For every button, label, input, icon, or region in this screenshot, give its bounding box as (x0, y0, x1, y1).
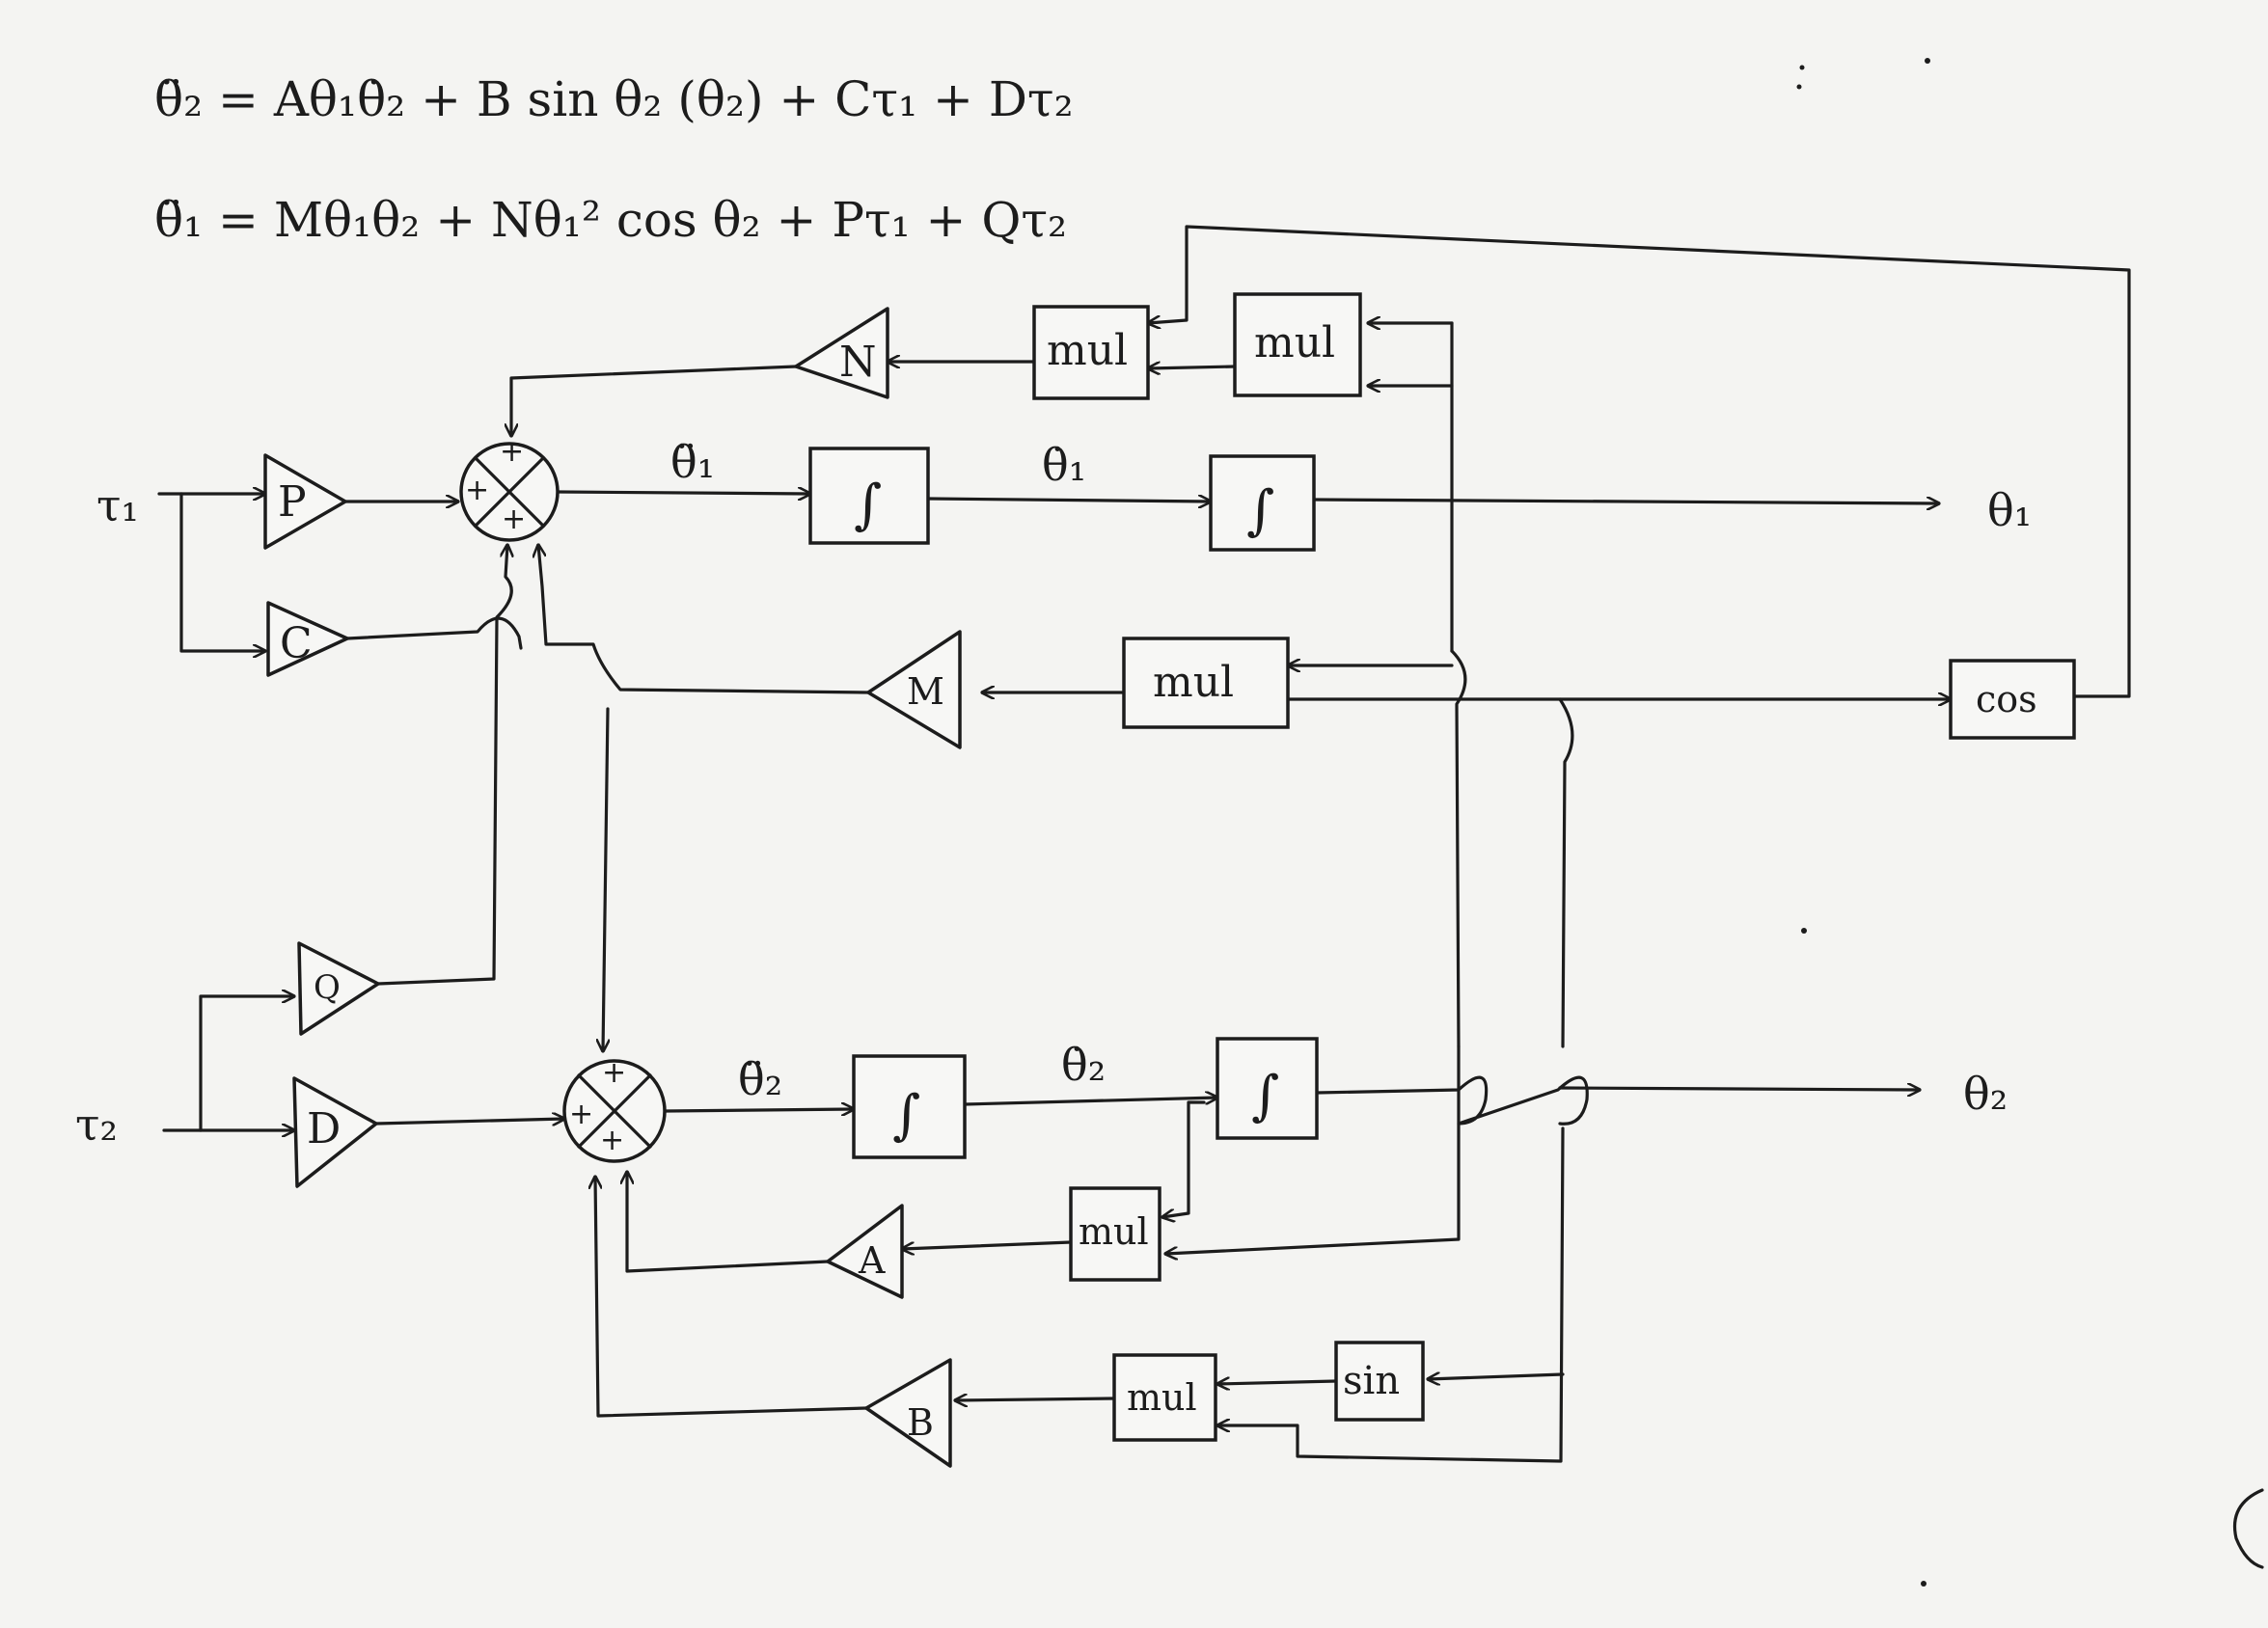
integrator-2-symbol: ∫ (1246, 479, 1274, 542)
cos-block: cos (1949, 659, 2076, 740)
label-theta2-ddot: θ̈₂ (738, 1053, 782, 1105)
label-theta1-ddot: θ̈₁ (670, 436, 715, 488)
mul-block-a-path: mul (1069, 1186, 1161, 1282)
label-theta1-output: θ₁ (1987, 484, 2032, 536)
label-tau2: τ₂ (75, 1099, 118, 1151)
sum2-sign-left: + (569, 1098, 593, 1131)
gain-D-label: D (307, 1104, 341, 1153)
mul-block-n-path: mul (1032, 305, 1150, 400)
sum-junction-theta1: + + + (459, 435, 560, 542)
sum1-sign-bottom: + (502, 502, 526, 536)
mul-block-m-path: mul (1122, 637, 1290, 729)
gain-B: B (864, 1358, 952, 1468)
gain-N: N (794, 307, 889, 399)
mul-b-label: mul (1127, 1376, 1197, 1419)
gain-P: P (263, 453, 347, 550)
gain-D: D (292, 1076, 378, 1188)
mul-block-theta1-squared: mul (1233, 292, 1362, 397)
sum2-sign-top: + (602, 1056, 626, 1090)
sum1-sign-top: + (500, 435, 524, 469)
gain-A-label: A (858, 1239, 886, 1282)
label-theta2-dot: θ̇₂ (1061, 1039, 1106, 1091)
mul-block-b-path: mul (1112, 1353, 1217, 1442)
integrator-theta1: ∫ (1209, 454, 1316, 552)
sum-junction-theta2: + + + (562, 1056, 667, 1163)
integrator-1-symbol: ∫ (854, 474, 882, 536)
sum1-sign-left: + (465, 474, 489, 507)
gain-Q-label: Q (314, 968, 341, 1007)
integrator-3-symbol: ∫ (892, 1084, 920, 1147)
gain-B-label: B (907, 1401, 934, 1444)
label-tau1: τ₁ (96, 479, 139, 531)
integrator-theta1-dot: ∫ (808, 447, 930, 545)
gain-Q: Q (297, 941, 380, 1036)
cos-label: cos (1976, 678, 2037, 720)
mul-m-label: mul (1153, 658, 1234, 707)
integrator-4-symbol: ∫ (1251, 1065, 1279, 1127)
equation-theta1-ddot: θ̈₁ = Mθ₁θ₂ + Nθ₁² cos θ₂ + Pτ₁ + Qτ₂ (154, 192, 1067, 248)
wires (157, 225, 2131, 1463)
gain-N-label: N (839, 338, 877, 387)
label-theta2-output: θ₂ (1963, 1068, 2008, 1120)
integrator-theta2-dot: ∫ (852, 1054, 967, 1159)
gain-M: M (866, 630, 962, 749)
mul-a-label: mul (1079, 1210, 1149, 1253)
label-theta1-dot: θ̇₁ (1042, 439, 1086, 491)
gain-C: C (266, 601, 349, 677)
sin-block: sin (1334, 1341, 1425, 1422)
stray-marks (1796, 58, 2264, 1587)
gain-C-label: C (280, 619, 313, 668)
sin-label: sin (1343, 1359, 1400, 1403)
integrator-theta2: ∫ (1216, 1037, 1319, 1140)
gain-M-label: M (907, 670, 944, 713)
mul-square-label: mul (1254, 318, 1335, 367)
mul-n-label: mul (1047, 326, 1128, 375)
equation-theta2-ddot: θ̈₂ = Aθ₁θ̇₂ + B sin θ₂ (θ₂) + Cτ₁ + Dτ₂ (154, 71, 1074, 127)
sum2-sign-bottom: + (600, 1124, 624, 1157)
gain-P-label: P (278, 477, 307, 527)
gain-A: A (826, 1204, 904, 1299)
